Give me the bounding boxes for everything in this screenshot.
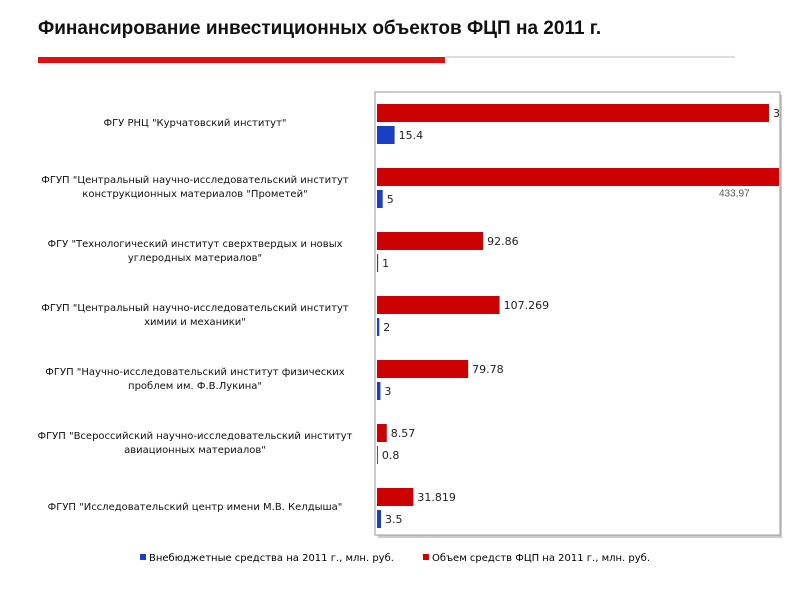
value-label: 0.8 xyxy=(382,449,400,462)
value-label: 3 xyxy=(773,107,780,120)
category-label: ФГУП "Центральный научно-исследовательск… xyxy=(41,175,349,200)
value-label: 107.269 xyxy=(504,299,550,312)
value-label: 3 xyxy=(384,385,391,398)
value-label: 3.5 xyxy=(385,513,403,526)
category-label: ФГУП "Центральный научно-исследовательск… xyxy=(41,303,349,328)
category-label: ФГУП "Исследовательский центр имени М.В.… xyxy=(47,502,343,513)
bars xyxy=(377,104,779,528)
legend-swatch xyxy=(422,554,429,560)
chart-title: Финансирование инвестиционных объектов Ф… xyxy=(38,18,602,39)
value-label: 8.57 xyxy=(391,427,416,440)
bar xyxy=(377,254,379,272)
value-label: 79.78 xyxy=(472,363,504,376)
bar xyxy=(377,382,381,400)
category-label: ФГУ "Технологический институт сверхтверд… xyxy=(47,239,343,264)
bar xyxy=(377,232,484,250)
bar xyxy=(377,488,414,506)
title-underline xyxy=(38,57,445,63)
category-label: ФГУП "Всероссийский научно-исследователь… xyxy=(37,431,353,456)
value-label: 15.4 xyxy=(399,129,424,142)
value-label: 31.819 xyxy=(417,491,456,504)
bar xyxy=(377,424,387,442)
bar xyxy=(377,510,381,528)
bar xyxy=(377,296,500,314)
bar xyxy=(377,318,380,336)
bar xyxy=(377,126,395,144)
category-label: ФГУ РНЦ "Курчатовский институт" xyxy=(103,118,287,129)
value-label: 5 xyxy=(387,193,394,206)
value-label: 2 xyxy=(383,321,390,334)
legend-label: Внебюджетные средства на 2011 г., млн. р… xyxy=(149,553,394,564)
bar xyxy=(377,168,779,186)
legend-label: Объем средств ФЦП на 2011 г., млн. руб. xyxy=(432,553,650,564)
category-label: ФГУП "Научно-исследовательский институт … xyxy=(45,367,345,392)
value-label: 1 xyxy=(382,257,389,270)
bar xyxy=(377,190,383,208)
bar xyxy=(377,360,469,378)
legend-swatch xyxy=(140,554,146,560)
value-label: 92.86 xyxy=(487,235,519,248)
bar xyxy=(377,446,378,464)
bar xyxy=(377,104,769,122)
value-label: 433,97 xyxy=(719,189,750,200)
